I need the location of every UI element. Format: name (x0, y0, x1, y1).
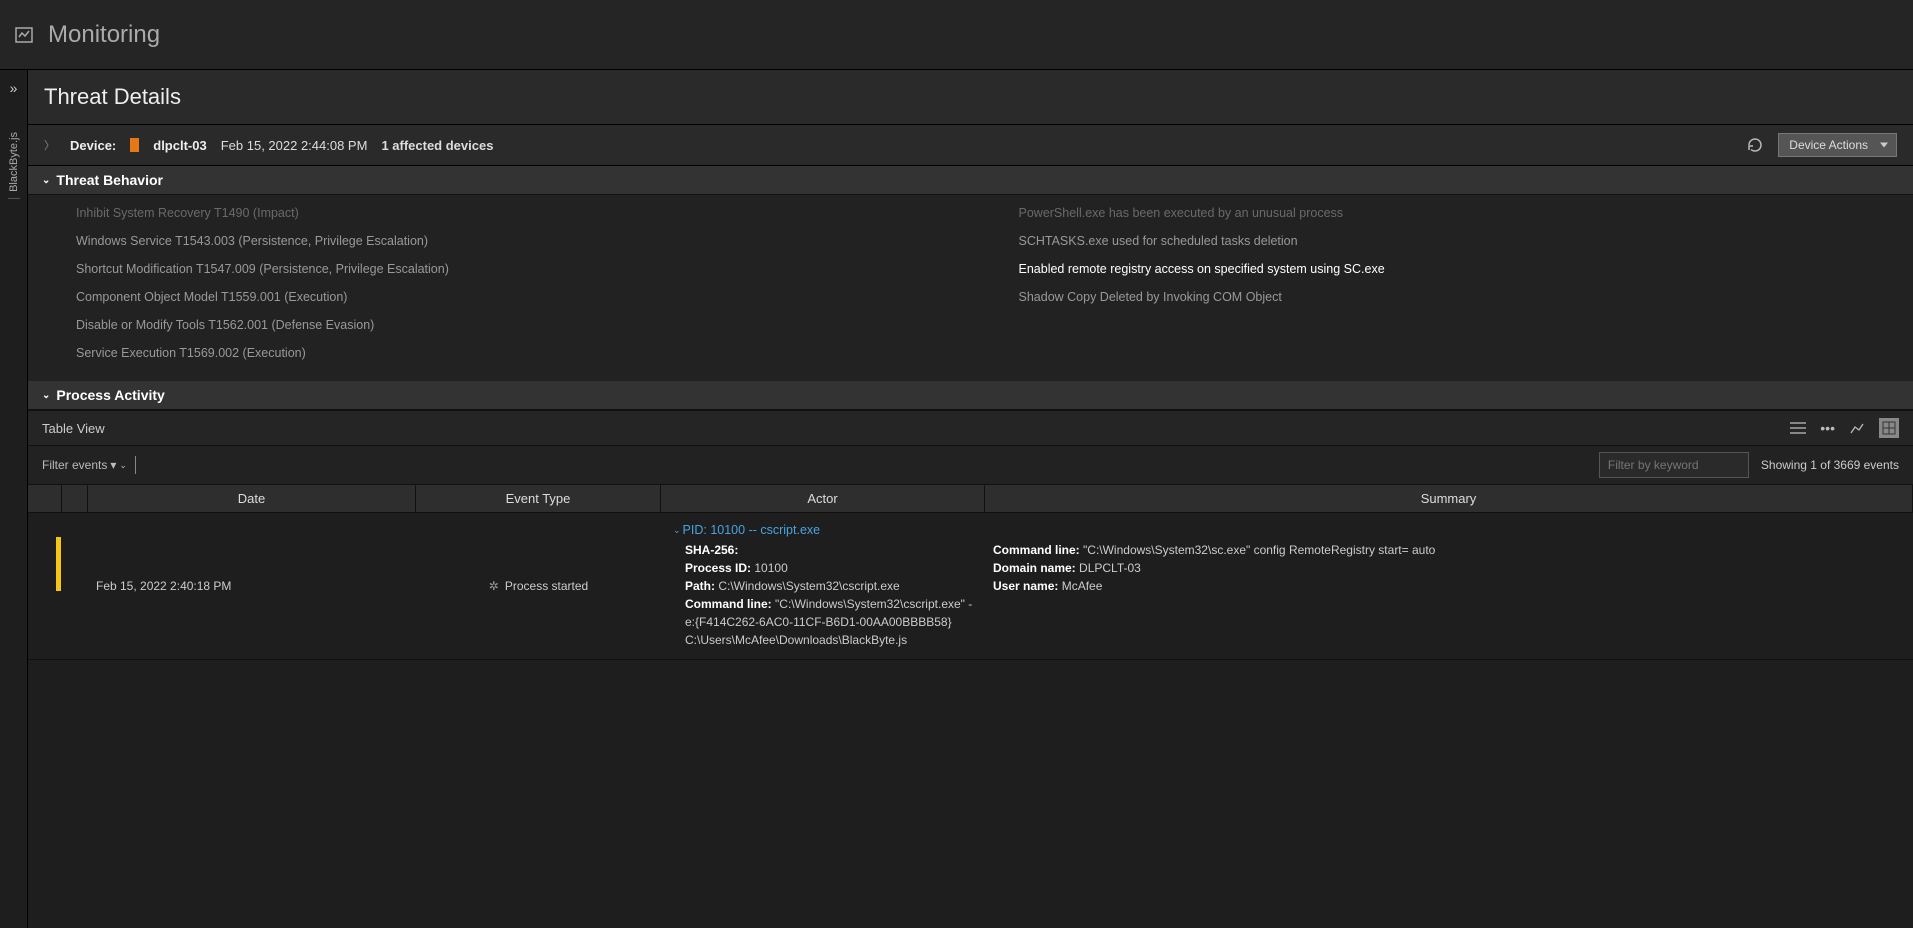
pid-value: 10100 (754, 561, 787, 575)
row-number (62, 519, 88, 653)
domain-value: DLPCLT-03 (1079, 561, 1141, 575)
col-actor[interactable]: Actor (661, 485, 985, 512)
expand-sidebar-icon[interactable]: » (10, 80, 18, 96)
behavior-item[interactable]: Shadow Copy Deleted by Invoking COM Obje… (1019, 283, 1884, 311)
chevron-down-icon: ⌄ (42, 175, 50, 186)
refresh-icon[interactable] (1746, 136, 1764, 154)
threat-behavior-header[interactable]: ⌄ Threat Behavior (28, 166, 1913, 195)
device-row: 〉 Device: dlpclt-03 Feb 15, 2022 2:44:08… (28, 125, 1913, 166)
behavior-item[interactable]: PowerShell.exe has been executed by an u… (1019, 199, 1884, 227)
filter-row: Filter events ▾ ⌄ Showing 1 of 3669 even… (28, 446, 1913, 485)
chevron-down-icon: ⌄ (673, 525, 681, 536)
sidebar-tab-label[interactable]: BlackByte.js (8, 126, 20, 199)
domain-label: Domain name: (993, 561, 1076, 575)
device-timestamp: Feb 15, 2022 2:44:08 PM (221, 138, 368, 153)
severity-indicator (130, 138, 139, 152)
filter-events-label[interactable]: Filter events ▾ ⌄ (42, 458, 127, 472)
behavior-right-column: PowerShell.exe has been executed by an u… (971, 199, 1913, 367)
behavior-left-column: Inhibit System Recovery T1490 (Impact) W… (28, 199, 971, 367)
device-name[interactable]: dlpclt-03 (153, 138, 206, 153)
affected-devices[interactable]: 1 affected devices (381, 138, 493, 153)
keyword-filter-input[interactable] (1599, 452, 1749, 478)
behavior-item-highlighted[interactable]: Enabled remote registry access on specif… (1019, 255, 1884, 283)
row-indicator (28, 519, 62, 653)
pid-link[interactable]: ⌄ PID: 10100 -- cscript.exe (673, 523, 977, 537)
graph-view-icon[interactable] (1849, 421, 1865, 435)
showing-count: Showing 1 of 3669 events (1761, 458, 1899, 472)
cmd-label: Command line: (685, 597, 772, 611)
col-indicator (28, 485, 62, 512)
col-summary[interactable]: Summary (985, 485, 1913, 512)
cell-event-type: ✲ Process started (416, 519, 661, 653)
behavior-item[interactable]: Shortcut Modification T1547.009 (Persist… (76, 255, 941, 283)
col-event-type[interactable]: Event Type (416, 485, 661, 512)
cell-date: Feb 15, 2022 2:40:18 PM (88, 519, 416, 653)
chevron-down-icon: ⌄ (42, 390, 50, 401)
path-label: Path: (685, 579, 715, 593)
behavior-item[interactable]: Windows Service T1543.003 (Persistence, … (76, 227, 941, 255)
filter-icon: ▾ (110, 458, 116, 472)
col-date[interactable]: Date (88, 485, 416, 512)
threat-behavior-body: Inhibit System Recovery T1490 (Impact) W… (28, 195, 1913, 381)
behavior-item[interactable]: Service Execution T1569.002 (Execution) (76, 339, 941, 367)
grid-header: Date Event Type Actor Summary (28, 485, 1913, 513)
gear-icon: ✲ (489, 579, 499, 593)
chevron-right-icon[interactable]: 〉 (44, 137, 55, 153)
monitoring-icon (12, 23, 36, 47)
behavior-item[interactable]: Component Object Model T1559.001 (Execut… (76, 283, 941, 311)
user-label: User name: (993, 579, 1058, 593)
left-rail: » BlackByte.js (0, 70, 28, 928)
section-title: Threat Behavior (56, 172, 163, 188)
severity-bar (56, 537, 61, 591)
table-row[interactable]: Feb 15, 2022 2:40:18 PM ✲ Process starte… (28, 513, 1913, 660)
page-title: Threat Details (28, 70, 1913, 125)
chevron-down-icon: ⌄ (119, 460, 127, 471)
table-view-label: Table View (42, 421, 105, 436)
path-value: C:\Windows\System32\cscript.exe (718, 579, 899, 593)
filter-events-input[interactable] (135, 456, 255, 474)
summary-cmd-value: "C:\Windows\System32\sc.exe" config Remo… (1083, 543, 1435, 557)
user-value: McAfee (1062, 579, 1103, 593)
grid-body: Feb 15, 2022 2:40:18 PM ✲ Process starte… (28, 513, 1913, 928)
section-title: Process Activity (56, 387, 164, 403)
behavior-item[interactable]: SCHTASKS.exe used for scheduled tasks de… (1019, 227, 1884, 255)
behavior-item[interactable]: Inhibit System Recovery T1490 (Impact) (76, 199, 941, 227)
grid-view-icon[interactable] (1879, 418, 1899, 438)
sha-label: SHA-256: (685, 543, 738, 557)
cell-summary: Command line: "C:\Windows\System32\sc.ex… (985, 519, 1913, 653)
summary-cmd-label: Command line: (993, 543, 1080, 557)
pid-label: Process ID: (685, 561, 751, 575)
device-actions-dropdown[interactable]: Device Actions (1778, 133, 1897, 157)
page-heading: Monitoring (48, 21, 160, 49)
list-view-icon[interactable] (1790, 421, 1806, 435)
table-view-bar: Table View ••• (28, 410, 1913, 446)
behavior-item[interactable]: Disable or Modify Tools T1562.001 (Defen… (76, 311, 941, 339)
process-activity-header[interactable]: ⌄ Process Activity (28, 381, 1913, 410)
top-bar: Monitoring (0, 0, 1913, 70)
cell-actor: ⌄ PID: 10100 -- cscript.exe SHA-256: Pro… (661, 519, 985, 653)
col-rownum (62, 485, 88, 512)
device-label: Device: (70, 138, 116, 153)
more-icon[interactable]: ••• (1820, 420, 1835, 436)
